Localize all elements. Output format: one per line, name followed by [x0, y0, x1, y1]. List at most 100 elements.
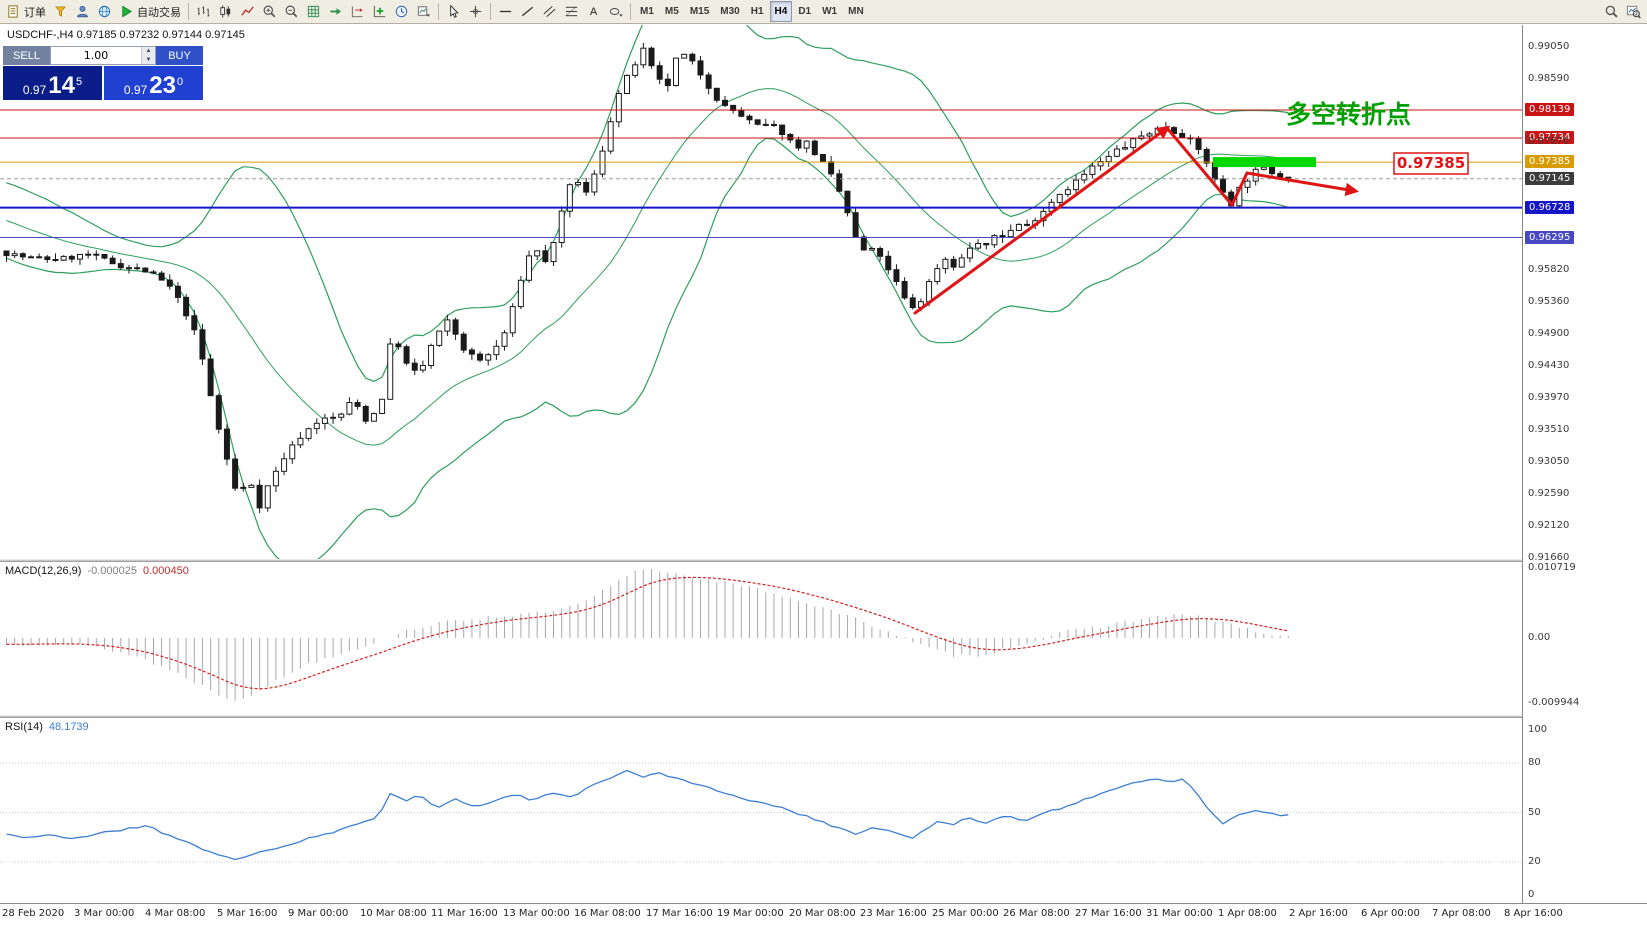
- community-button[interactable]: [94, 1, 115, 22]
- time-axis-label: 26 Mar 08:00: [1003, 908, 1070, 919]
- candle-body: [452, 319, 459, 335]
- autotrade-button[interactable]: 自动交易: [116, 1, 184, 22]
- time-axis-label: 10 Mar 08:00: [360, 908, 427, 919]
- sell-button[interactable]: SELL: [3, 46, 50, 65]
- timeframe-mn-label: MN: [848, 6, 864, 17]
- fibonacci-button[interactable]: [561, 1, 582, 22]
- panel-separator[interactable]: [0, 559, 1647, 562]
- zoom-out-button[interactable]: [281, 1, 302, 22]
- candle-body: [615, 93, 622, 123]
- candle-body: [689, 53, 696, 62]
- volume-up-icon[interactable]: ▲: [142, 47, 155, 56]
- time-axis-label: 19 Mar 00:00: [717, 908, 784, 919]
- periods-button[interactable]: [391, 1, 412, 22]
- trend-arrow-2[interactable]: [1245, 171, 1359, 197]
- main-chart[interactable]: 0.97385 多空转折点: [0, 25, 1522, 559]
- trendline-button[interactable]: [517, 1, 538, 22]
- candle-body: [705, 74, 712, 89]
- timeframe-h4[interactable]: H4: [769, 1, 793, 22]
- indicators-button[interactable]: [369, 1, 390, 22]
- highlight-zone[interactable]: [1213, 157, 1316, 168]
- candle-body: [330, 416, 337, 419]
- search-button[interactable]: [1601, 1, 1622, 22]
- cursor-button[interactable]: [443, 1, 464, 22]
- timeframe-m15[interactable]: M15: [685, 1, 714, 22]
- bar-chart-button[interactable]: [193, 1, 214, 22]
- chart-shift-button[interactable]: [347, 1, 368, 22]
- candle-body: [232, 458, 239, 489]
- candle-body: [289, 444, 296, 460]
- candle-body: [411, 362, 418, 371]
- candle-body: [174, 285, 181, 298]
- candle-body: [183, 296, 190, 317]
- volume-down-icon[interactable]: ▼: [142, 55, 155, 64]
- annotation-text: 多空转折点: [1286, 100, 1411, 129]
- funnel-button[interactable]: [50, 1, 71, 22]
- rsi-axis-label: 20: [1528, 856, 1541, 867]
- time-axis[interactable]: 28 Feb 2020 3 Mar 00:00 4 Mar 08:00 5 Mar 1…: [0, 903, 1647, 925]
- zoom-in-button[interactable]: [259, 1, 280, 22]
- candle-body: [76, 253, 83, 260]
- candle-body: [395, 343, 402, 348]
- time-axis-label: 11 Mar 16:00: [431, 908, 498, 919]
- candlestick-chart-button[interactable]: [215, 1, 236, 22]
- volume-input[interactable]: [51, 47, 141, 64]
- timeframe-w1[interactable]: W1: [817, 1, 842, 22]
- templates-button[interactable]: [413, 1, 434, 22]
- candle-body: [1073, 179, 1080, 191]
- buy-price-button[interactable]: 0.97 23 0: [104, 66, 203, 100]
- crosshair-button[interactable]: [465, 1, 486, 22]
- shapes-button[interactable]: [605, 1, 626, 22]
- sell-price-button[interactable]: 0.97 14 5: [3, 66, 102, 100]
- trend-arrow-0[interactable]: [913, 125, 1171, 315]
- order-button[interactable]: 订单: [3, 1, 49, 22]
- indicators-icon: [372, 4, 387, 19]
- symbol-search-icon: [1626, 4, 1641, 19]
- price-tag-box[interactable]: [1393, 152, 1469, 175]
- candle-body: [681, 53, 688, 59]
- macd-panel-chart[interactable]: [0, 562, 1522, 715]
- grid-button[interactable]: [303, 1, 324, 22]
- toolbar-separator: [438, 3, 439, 20]
- buy-button[interactable]: BUY: [156, 46, 203, 65]
- price-axis-label: 0.96728: [1525, 201, 1575, 214]
- candle-body: [942, 258, 949, 270]
- panel-separator[interactable]: [0, 715, 1647, 718]
- candle-body: [672, 57, 679, 86]
- candle-body: [868, 248, 875, 251]
- buy-price-prefix: 0.97: [123, 83, 148, 97]
- channel-button[interactable]: [539, 1, 560, 22]
- price-axis-label: 0.93970: [1528, 392, 1570, 403]
- symbol-search-button[interactable]: [1623, 1, 1644, 22]
- horizontal-line-button[interactable]: [495, 1, 516, 22]
- timeframe-m5[interactable]: M5: [660, 1, 684, 22]
- candle-body: [509, 306, 516, 334]
- candle-body: [191, 315, 198, 331]
- trend-arrow-1[interactable]: [1165, 126, 1249, 207]
- auto-scroll-button[interactable]: [325, 1, 346, 22]
- timeframe-mn[interactable]: MN: [843, 1, 869, 22]
- time-axis-label: 1 Apr 08:00: [1218, 908, 1277, 919]
- profile-button[interactable]: [72, 1, 93, 22]
- rsi-panel-chart[interactable]: [0, 718, 1522, 903]
- timeframe-d1[interactable]: D1: [793, 1, 816, 22]
- time-axis-label: 2 Apr 16:00: [1289, 908, 1348, 919]
- timeframe-m1[interactable]: M1: [635, 1, 659, 22]
- price-axis[interactable]: 0.99050 0.98590 0.98139 0.97734 0.97670 0.973…: [1522, 25, 1647, 903]
- line-chart-button[interactable]: [237, 1, 258, 22]
- candle-body: [803, 140, 810, 149]
- candle-body: [346, 402, 353, 415]
- candle-body: [68, 255, 75, 260]
- volume-box: ▲ ▼: [50, 46, 156, 65]
- timeframe-m30[interactable]: M30: [715, 1, 744, 22]
- candle-body: [305, 428, 312, 439]
- candle-body: [428, 344, 435, 366]
- candle-body: [950, 258, 957, 268]
- candle-body: [1024, 223, 1031, 226]
- time-axis-label: 13 Mar 00:00: [503, 908, 570, 919]
- timeframe-h1[interactable]: H1: [746, 1, 769, 22]
- candle-body: [379, 398, 386, 414]
- candle-body: [738, 110, 745, 117]
- text-tool-button[interactable]: A: [583, 1, 604, 22]
